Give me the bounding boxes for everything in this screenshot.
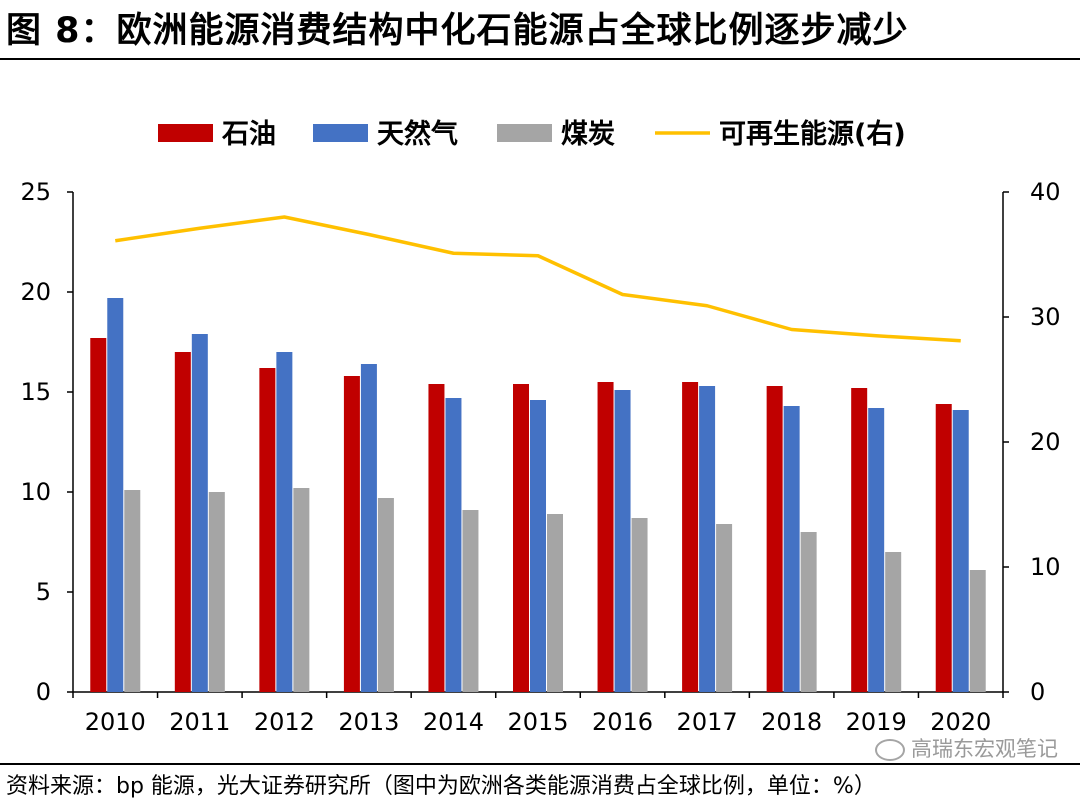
y-left-tick-label: 25 bbox=[20, 178, 51, 206]
bar-2018-1 bbox=[783, 406, 800, 692]
title-divider bbox=[0, 58, 1080, 60]
legend-swatch bbox=[313, 124, 368, 142]
bar-2018-2 bbox=[800, 532, 817, 692]
bars bbox=[90, 298, 986, 692]
x-tick-label: 2018 bbox=[761, 708, 822, 736]
bar-2011-2 bbox=[208, 492, 225, 692]
watermark: 高瑞东宏观笔记 bbox=[875, 733, 1058, 763]
x-tick-label: 2016 bbox=[592, 708, 653, 736]
bar-2018-0 bbox=[766, 386, 783, 692]
bar-2013-1 bbox=[360, 364, 377, 692]
legend-label: 可再生能源(右) bbox=[719, 118, 906, 150]
chart-canvas: 石油 天然气 煤炭 可再生能源(右) 0 5 10 15 20 25 0 10 20 30 40 2010 2… bbox=[20, 118, 1060, 736]
bar-2015-0 bbox=[513, 384, 529, 692]
bar-2016-2 bbox=[631, 518, 648, 692]
bar-2020-2 bbox=[969, 570, 986, 692]
bar-2010-0 bbox=[90, 338, 107, 692]
bar-2011-0 bbox=[174, 352, 191, 692]
bar-2014-0 bbox=[428, 384, 445, 692]
y-left-tick-label: 15 bbox=[20, 378, 51, 406]
x-tick-label: 2012 bbox=[254, 708, 315, 736]
bar-2019-0 bbox=[851, 388, 868, 692]
bar-2012-2 bbox=[293, 488, 310, 692]
bar-2016-1 bbox=[614, 390, 631, 692]
bar-2015-1 bbox=[530, 400, 546, 692]
axes: 0 5 10 15 20 25 0 10 20 30 40 2010 2011 2012 2013 2014 2… bbox=[20, 178, 1060, 736]
x-tick-label: 2011 bbox=[169, 708, 230, 736]
figure-title: 图 8：欧洲能源消费结构中化石能源占全球比例逐步减少 bbox=[6, 11, 909, 51]
x-tick-label: 2019 bbox=[846, 708, 907, 736]
bar-2014-1 bbox=[445, 398, 462, 692]
source-divider bbox=[0, 763, 1080, 765]
bar-2012-0 bbox=[259, 368, 276, 692]
y-right-tick-label: 10 bbox=[1030, 553, 1061, 581]
bar-2020-1 bbox=[952, 410, 969, 692]
renewables-line bbox=[115, 215, 961, 343]
y-right-tick-label: 20 bbox=[1030, 428, 1061, 456]
line-series bbox=[115, 215, 961, 343]
x-tick-label: 2015 bbox=[507, 708, 568, 736]
bar-2019-1 bbox=[868, 408, 885, 692]
x-tick-label: 2014 bbox=[423, 708, 484, 736]
bar-2013-2 bbox=[377, 498, 394, 692]
bar-2013-0 bbox=[343, 376, 360, 692]
y-left-tick-label: 5 bbox=[36, 578, 51, 606]
x-tick-label: 2010 bbox=[85, 708, 146, 736]
bar-2020-0 bbox=[935, 404, 952, 692]
bar-2015-2 bbox=[547, 514, 563, 692]
y-left-tick-label: 20 bbox=[20, 278, 51, 306]
legend-label: 石油 bbox=[221, 119, 276, 150]
x-tick-label: 2017 bbox=[677, 708, 738, 736]
legend: 石油 天然气 煤炭 可再生能源(右) bbox=[158, 118, 906, 150]
bar-2016-0 bbox=[597, 382, 614, 692]
x-tick-label: 2020 bbox=[930, 708, 991, 736]
y-left-tick-label: 10 bbox=[20, 478, 51, 506]
bar-2011-1 bbox=[191, 334, 208, 692]
y-left-tick-label: 0 bbox=[36, 678, 51, 706]
legend-label: 天然气 bbox=[377, 118, 458, 150]
bar-2017-0 bbox=[682, 382, 699, 692]
legend-swatch bbox=[497, 124, 552, 142]
bar-2014-2 bbox=[462, 510, 479, 692]
bar-2012-1 bbox=[276, 352, 293, 692]
legend-swatch bbox=[158, 124, 213, 142]
source-note: 资料来源：bp 能源，光大证券研究所（图中为欧洲各类能源消费占全球比例，单位：%… bbox=[6, 774, 876, 799]
bar-2017-2 bbox=[716, 524, 733, 692]
y-right-tick-label: 30 bbox=[1030, 303, 1061, 331]
bar-2010-1 bbox=[107, 298, 124, 692]
y-right-tick-label: 0 bbox=[1030, 678, 1045, 706]
bar-2019-2 bbox=[885, 552, 902, 692]
bar-2017-1 bbox=[699, 386, 716, 692]
bar-2010-2 bbox=[124, 490, 141, 692]
y-right-tick-label: 40 bbox=[1030, 178, 1061, 206]
watermark-text: 高瑞东宏观笔记 bbox=[911, 737, 1058, 761]
x-tick-label: 2013 bbox=[338, 708, 399, 736]
legend-label: 煤炭 bbox=[561, 119, 615, 150]
wechat-icon bbox=[875, 739, 905, 761]
